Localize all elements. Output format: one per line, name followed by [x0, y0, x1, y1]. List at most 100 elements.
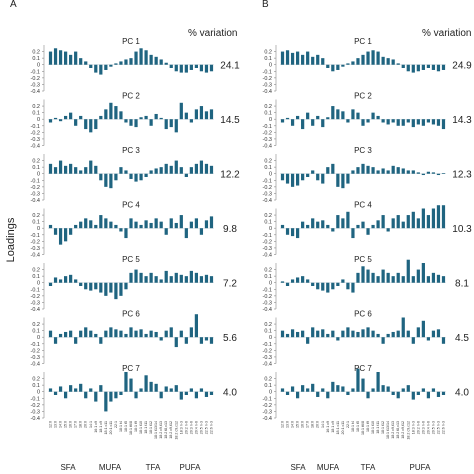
- y-tick-label: -0.3: [31, 355, 40, 361]
- x-tick-label: 20:1 c11: [341, 421, 345, 435]
- bar: [391, 276, 395, 283]
- y-tick-label: 0.1: [32, 56, 40, 62]
- y-tick-label: -0.2: [263, 130, 272, 136]
- bar: [69, 330, 73, 338]
- bar: [134, 391, 138, 399]
- bar: [421, 320, 425, 338]
- bar: [411, 337, 415, 344]
- y-tick-label: -0.4: [31, 307, 40, 313]
- y-tick-label: -0.3: [31, 137, 40, 143]
- y-tick-label: -0.1: [263, 178, 272, 184]
- bar: [74, 388, 78, 392]
- bar: [164, 119, 168, 130]
- bar: [381, 56, 385, 65]
- bar: [306, 173, 310, 177]
- bar: [159, 59, 163, 65]
- bar: [441, 391, 446, 395]
- bar: [58, 279, 63, 283]
- bar: [311, 327, 315, 338]
- bar: [209, 165, 214, 174]
- bar: [371, 388, 375, 392]
- bar: [295, 277, 300, 283]
- bar: [381, 119, 385, 123]
- x-tick-label: 14:0: [291, 421, 295, 428]
- bar: [366, 228, 370, 235]
- bar: [179, 391, 183, 400]
- x-tick-label: 18:1 c11: [104, 421, 108, 435]
- y-tick-label: -0.1: [31, 287, 40, 293]
- y-tick-label: -0.2: [31, 185, 40, 191]
- bar: [316, 330, 320, 338]
- bar: [351, 282, 355, 293]
- bar: [311, 383, 315, 392]
- y-tick-label: -0.1: [31, 124, 40, 130]
- bar: [301, 54, 305, 65]
- bar: [48, 119, 53, 123]
- y-tick-label: 0: [269, 172, 272, 178]
- bar: [311, 56, 315, 65]
- bar: [154, 113, 158, 120]
- bar: [290, 228, 295, 237]
- bar: [371, 167, 375, 174]
- pc-plot-3: PC 30.20.10-0.1-0.2-0.3-0.412.2: [31, 146, 241, 204]
- y-tick-label: -0.4: [31, 362, 40, 368]
- bar: [94, 333, 98, 338]
- bar: [316, 391, 320, 397]
- bar: [184, 337, 188, 344]
- bar: [179, 330, 183, 338]
- bar: [436, 329, 441, 338]
- bar: [401, 317, 405, 338]
- bar: [209, 109, 214, 120]
- bar: [401, 119, 405, 126]
- bar: [301, 385, 305, 392]
- bar: [144, 375, 148, 392]
- y-tick-label: 0.2: [264, 377, 272, 383]
- group-label: TFA: [361, 463, 376, 472]
- bar: [321, 220, 325, 229]
- y-tick-label: 0.1: [264, 329, 272, 335]
- bar: [306, 51, 310, 65]
- bar: [351, 109, 355, 120]
- bar: [63, 228, 68, 242]
- group-label: SFA: [60, 463, 76, 472]
- bar: [391, 218, 395, 229]
- bar: [204, 64, 209, 73]
- bar: [139, 272, 143, 283]
- bar: [74, 279, 78, 283]
- pc-variation: 14.5: [220, 115, 240, 126]
- bar: [406, 170, 410, 174]
- bar: [295, 51, 300, 65]
- bar: [311, 119, 315, 126]
- pc-variation: 12.2: [220, 170, 240, 181]
- y-tick-label: 0.1: [264, 383, 272, 389]
- y-tick-label: -0.2: [31, 348, 40, 354]
- panel-b-label: B: [262, 0, 269, 10]
- bar: [179, 102, 183, 120]
- bar: [69, 385, 73, 392]
- x-tick-label: 18:1 t11: [376, 421, 380, 434]
- pc-plot-5: PC 50.20.10-0.1-0.2-0.3-0.47.2: [31, 255, 238, 313]
- bar: [194, 109, 199, 120]
- bar: [149, 170, 153, 174]
- x-tick-label: 20:1 c11: [109, 421, 113, 435]
- x-tick-label: 13:0: [286, 421, 290, 428]
- bar: [89, 388, 93, 392]
- bar: [280, 224, 285, 229]
- bar: [351, 330, 355, 338]
- bar: [411, 391, 415, 400]
- bar: [194, 64, 199, 68]
- bar: [74, 119, 78, 126]
- y-tick-label: -0.3: [31, 191, 40, 197]
- y-tick-label: 0.2: [264, 104, 272, 110]
- x-tick-label: 18:3 n-3: [179, 421, 183, 434]
- bar: [194, 218, 199, 229]
- y-tick-label: -0.4: [263, 198, 272, 204]
- bar: [89, 64, 93, 68]
- bar: [119, 228, 123, 232]
- bar: [99, 215, 103, 229]
- y-tick-label: -0.3: [31, 300, 40, 306]
- y-tick-label: 0: [37, 390, 40, 396]
- y-tick-label: -0.2: [263, 348, 272, 354]
- bar: [99, 337, 103, 344]
- bar: [84, 167, 88, 174]
